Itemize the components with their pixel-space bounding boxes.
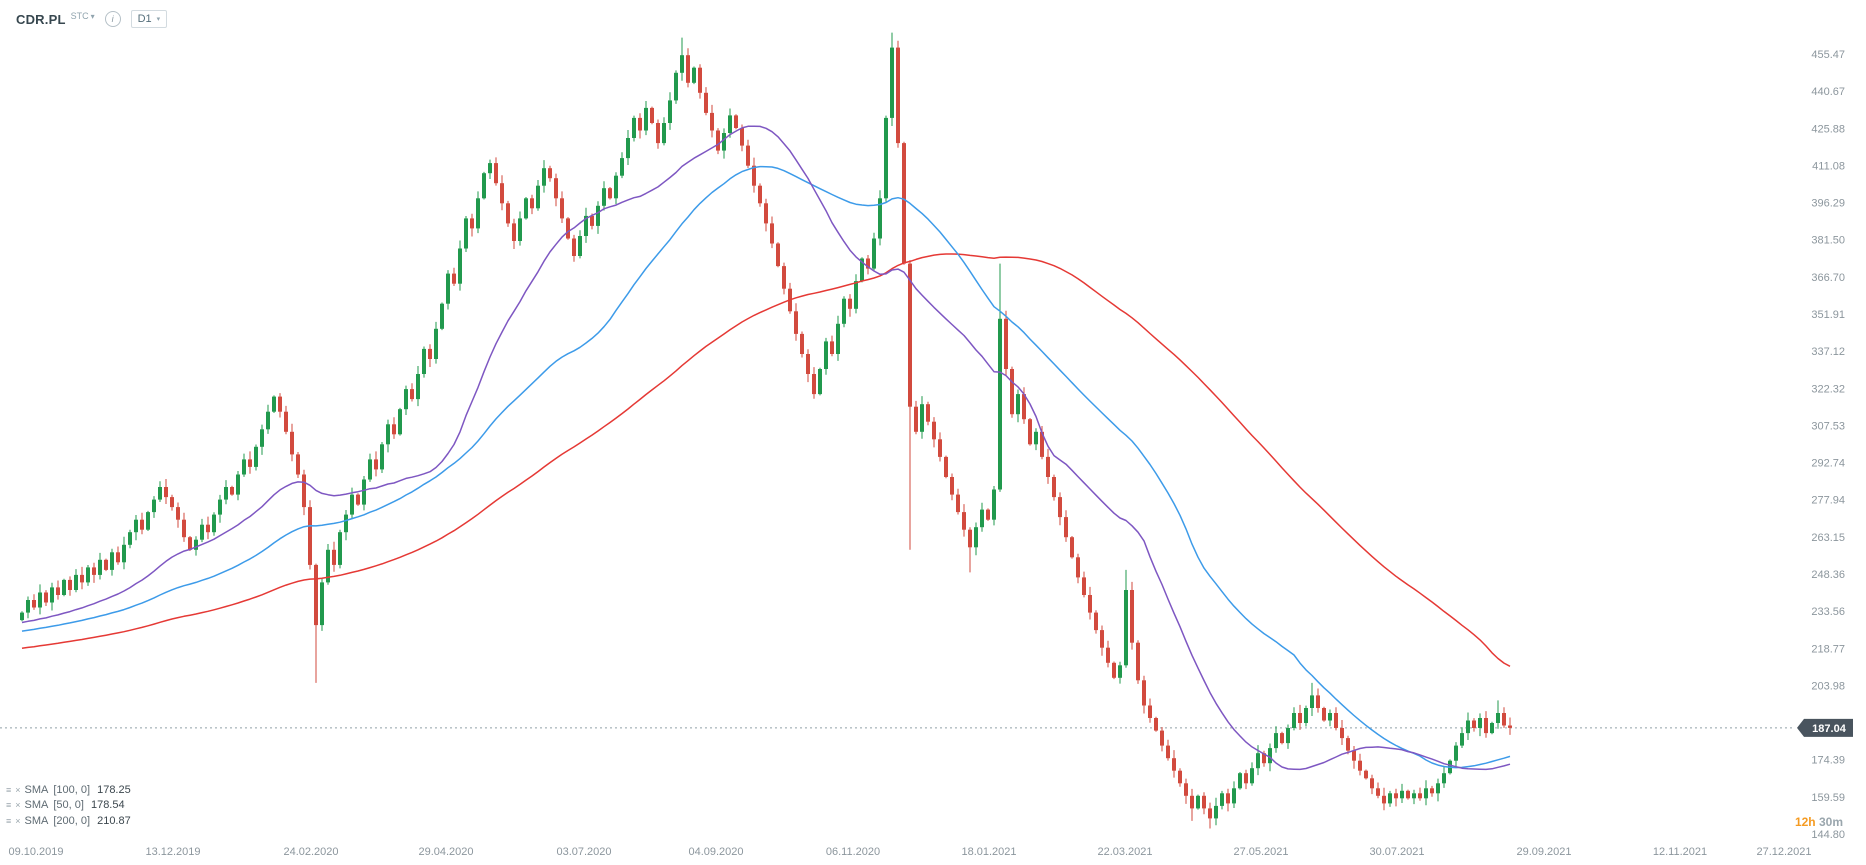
indicator-row-sma-100: ≡ × SMA [100, 0] 178.25 bbox=[6, 783, 131, 797]
indicator-remove-icon[interactable]: × bbox=[15, 784, 21, 795]
price-tick-label: 218.77 bbox=[1811, 643, 1845, 655]
indicator-settings-icon[interactable]: ≡ bbox=[6, 784, 12, 795]
date-tick-label: 18.01.2021 bbox=[961, 846, 1016, 858]
price-tick-label: 307.53 bbox=[1811, 420, 1845, 432]
price-tick-label: 351.91 bbox=[1811, 309, 1845, 321]
instrument-header: CDR.PL STC ▾ i D1 ▾ bbox=[16, 10, 168, 28]
price-tick-label: 263.15 bbox=[1811, 532, 1845, 544]
price-tick-label: 292.74 bbox=[1811, 458, 1845, 470]
info-icon[interactable]: i bbox=[104, 11, 121, 27]
price-tick-label: 277.94 bbox=[1811, 495, 1845, 507]
price-tick-label: 203.98 bbox=[1811, 680, 1845, 692]
price-tick-label: 455.47 bbox=[1811, 49, 1845, 61]
axes-layer: 455.47 440.67 425.88 411.08 396.29 381.50 366.… bbox=[8, 49, 1853, 858]
indicator-name: SMA bbox=[24, 815, 49, 827]
date-tick-label: 03.07.2020 bbox=[556, 846, 611, 858]
date-tick-label: 06.11.2020 bbox=[826, 846, 880, 858]
price-tick-label: 366.70 bbox=[1811, 272, 1845, 284]
price-tick-label: 322.32 bbox=[1811, 383, 1845, 395]
line-sma-50 bbox=[21, 125, 1511, 771]
price-tick-label: 248.36 bbox=[1811, 569, 1845, 581]
indicator-value: 210.87 bbox=[97, 815, 131, 827]
indicator-params: [200, 0] bbox=[53, 815, 91, 827]
date-tick-label: 30.07.2021 bbox=[1369, 846, 1424, 858]
indicator-value: 178.54 bbox=[90, 799, 125, 811]
price-tick-label: 174.39 bbox=[1811, 755, 1845, 767]
session-countdown: 12h 30m bbox=[1795, 815, 1843, 829]
price-tick-label: 411.08 bbox=[1812, 161, 1845, 173]
line-sma-200 bbox=[21, 253, 1511, 667]
indicator-settings-icon[interactable]: ≡ bbox=[6, 799, 12, 810]
countdown-hours: 12h bbox=[1794, 815, 1816, 829]
indicator-row-sma-200: ≡ × SMA [200, 0] 210.87 bbox=[6, 814, 131, 828]
timeframe-value: D1 bbox=[137, 13, 152, 25]
indicator-name: SMA bbox=[24, 784, 49, 796]
countdown-minutes: 30m bbox=[1818, 815, 1843, 829]
price-tick-label: 144.80 bbox=[1811, 829, 1845, 841]
indicator-params: [50, 0] bbox=[53, 799, 84, 811]
indicator-value: 178.25 bbox=[97, 784, 131, 796]
line-sma-100 bbox=[21, 165, 1511, 769]
sma-lines-layer bbox=[21, 125, 1511, 771]
indicator-remove-icon[interactable]: × bbox=[15, 815, 21, 826]
indicator-row-sma-50: ≡ × SMA [50, 0] 178.54 bbox=[6, 798, 125, 812]
price-tick-label: 440.67 bbox=[1811, 86, 1845, 98]
indicator-settings-icon[interactable]: ≡ bbox=[6, 815, 12, 826]
indicator-name: SMA bbox=[24, 799, 49, 811]
date-tick-label: 27.05.2021 bbox=[1233, 846, 1288, 858]
indicator-remove-icon[interactable]: × bbox=[15, 799, 21, 810]
date-tick-label: 24.02.2020 bbox=[283, 846, 338, 858]
date-tick-label: 29.09.2021 bbox=[1516, 846, 1571, 858]
price-tick-label: 425.88 bbox=[1811, 123, 1845, 135]
price-tick-label: 396.29 bbox=[1811, 198, 1845, 210]
date-tick-label: 22.03.2021 bbox=[1097, 846, 1152, 858]
chevron-down-icon[interactable]: ▾ bbox=[90, 11, 95, 21]
indicator-params: [100, 0] bbox=[53, 784, 91, 796]
timeframe-select[interactable]: D1 ▾ bbox=[130, 10, 168, 28]
current-price-badge-value: 187.04 bbox=[1812, 723, 1847, 735]
instrument-category-label: STC bbox=[70, 11, 89, 21]
price-tick-label: 233.56 bbox=[1811, 606, 1845, 618]
chevron-down-icon: ▾ bbox=[156, 16, 161, 23]
date-tick-label: 04.09.2020 bbox=[688, 846, 743, 858]
price-tick-label: 159.59 bbox=[1811, 792, 1845, 804]
instrument-symbol[interactable]: CDR.PL bbox=[16, 11, 66, 27]
date-tick-label: 12.11.2021 bbox=[1653, 846, 1707, 858]
candles-layer bbox=[20, 32, 1512, 829]
date-tick-label: 13.12.2019 bbox=[145, 846, 200, 858]
date-tick-label: 29.04.2020 bbox=[418, 846, 473, 858]
date-tick-label: 27.12.2021 bbox=[1756, 846, 1811, 858]
current-price-badge bbox=[1797, 718, 1853, 737]
date-tick-label: 09.10.2019 bbox=[8, 846, 63, 858]
price-tick-label: 337.12 bbox=[1811, 346, 1845, 358]
price-tick-label: 381.50 bbox=[1811, 235, 1845, 247]
